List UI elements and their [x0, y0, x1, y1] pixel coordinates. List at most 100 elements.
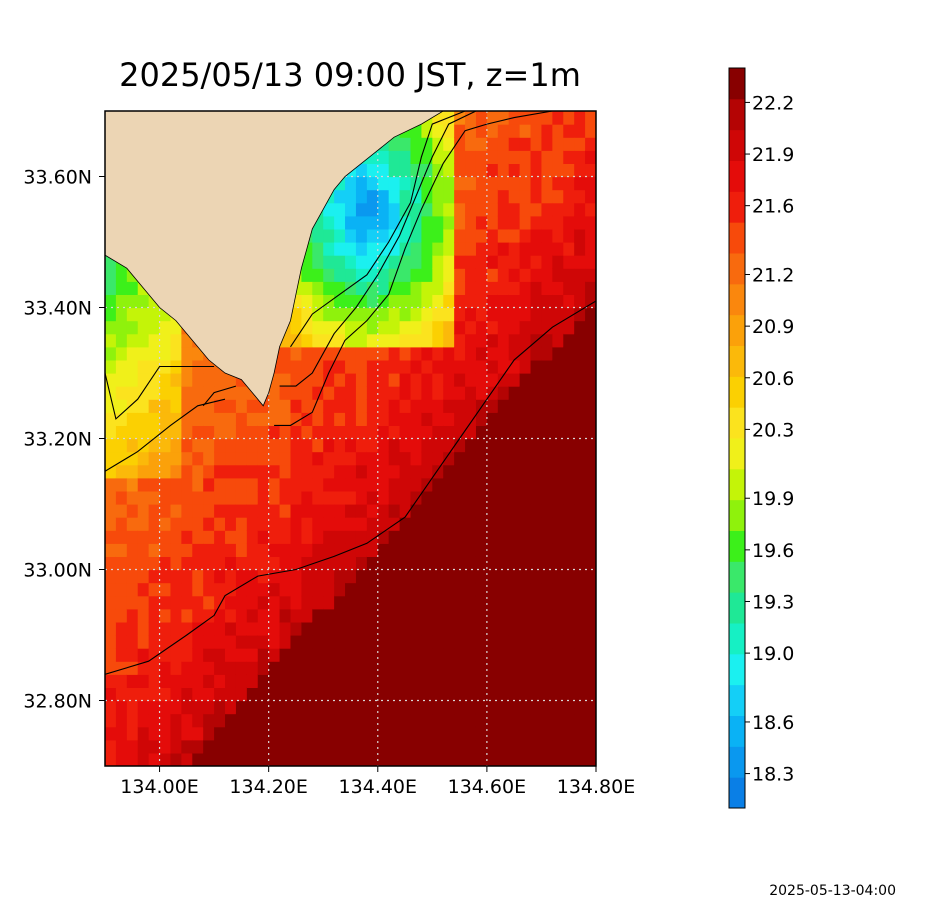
temperature-cell — [268, 490, 281, 505]
temperature-cell — [323, 255, 335, 269]
temperature-cell — [585, 373, 596, 387]
temperature-cell — [552, 451, 564, 466]
temperature-cell — [279, 490, 292, 505]
temperature-cell — [519, 739, 532, 754]
temperature-cell — [334, 268, 346, 282]
temperature-cell — [530, 608, 543, 623]
temperature-cell — [475, 359, 488, 374]
temperature-cell — [257, 425, 270, 440]
temperature-cell — [421, 399, 433, 413]
temperature-cell — [530, 176, 543, 191]
temperature-cell — [170, 661, 182, 675]
temperature-cell — [563, 163, 575, 178]
temperature-cell — [388, 543, 401, 557]
temperature-cell — [399, 255, 412, 269]
temperature-cell — [465, 124, 477, 138]
temperature-cell — [105, 307, 117, 322]
temperature-cell — [366, 215, 379, 230]
temperature-cell — [574, 281, 586, 295]
temperature-cell — [541, 163, 553, 178]
temperature-cell — [137, 425, 150, 440]
temperature-cell — [421, 176, 433, 191]
temperature-cell — [410, 320, 423, 335]
temperature-cell — [497, 255, 510, 269]
temperature-cell — [563, 373, 575, 387]
temperature-cell — [399, 700, 412, 715]
temperature-cell — [148, 635, 161, 649]
temperature-cell — [170, 687, 182, 702]
temperature-cell — [355, 635, 368, 649]
temperature-cell — [235, 582, 248, 597]
temperature-cell — [508, 752, 521, 766]
temperature-cell — [203, 373, 215, 387]
temperature-cell — [246, 504, 259, 518]
temperature-cell — [323, 700, 335, 715]
temperature-cell — [421, 504, 433, 518]
temperature-cell — [399, 674, 412, 688]
temperature-cell — [552, 635, 564, 649]
temperature-cell — [508, 202, 521, 217]
contour-lines — [105, 111, 596, 675]
temperature-cell — [454, 307, 466, 322]
temperature-cell — [399, 648, 412, 662]
temperature-cell — [105, 556, 117, 571]
temperature-cell — [585, 333, 596, 348]
temperature-cell — [181, 674, 193, 688]
temperature-cell — [574, 386, 586, 400]
temperature-cell — [497, 569, 510, 584]
temperature-cell — [519, 726, 532, 741]
temperature-cell — [257, 556, 270, 571]
temperature-cell — [279, 661, 292, 675]
temperature-cell — [355, 333, 368, 348]
temperature-cell — [563, 595, 575, 610]
temperature-cell — [323, 595, 335, 610]
temperature-cell — [563, 752, 575, 766]
temperature-cell — [552, 543, 564, 557]
temperature-cell — [432, 255, 444, 269]
temperature-cell — [366, 373, 379, 387]
temperature-cell — [345, 635, 357, 649]
temperature-cell — [552, 674, 564, 688]
temperature-cell — [192, 556, 204, 571]
temperature-cell — [181, 386, 193, 400]
temperature-cell — [214, 621, 226, 636]
temperature-cell — [214, 635, 226, 649]
temperature-cell — [497, 281, 510, 295]
temperature-cell — [323, 333, 335, 348]
temperature-cell — [399, 530, 412, 544]
temperature-cell — [312, 700, 324, 715]
temperature-cell — [105, 294, 117, 309]
temperature-cell — [181, 373, 193, 387]
temperature-cell — [530, 268, 543, 282]
temperature-cell — [355, 412, 368, 426]
temperature-cell — [235, 621, 248, 636]
temperature-cell — [301, 268, 313, 282]
temperature-cell — [345, 268, 357, 282]
temperature-cell — [465, 661, 477, 675]
temperature-cell — [552, 530, 564, 544]
temperature-cell — [377, 163, 390, 178]
temperature-cell — [497, 530, 510, 544]
temperature-cell — [366, 150, 379, 164]
temperature-cell — [366, 359, 379, 374]
temperature-cell — [301, 320, 313, 335]
temperature-cell — [410, 242, 423, 256]
temperature-cell — [508, 399, 521, 413]
temperature-cell — [345, 242, 357, 256]
temperature-cell — [541, 726, 553, 741]
temperature-cell — [126, 425, 139, 440]
temperature-cell — [126, 333, 139, 348]
temperature-cell — [355, 543, 368, 557]
temperature-cell — [334, 700, 346, 715]
temperature-cell — [170, 543, 182, 557]
temperature-cell — [399, 281, 412, 295]
temperature-cell — [334, 739, 346, 754]
temperature-cell — [115, 399, 128, 413]
temperature-cell — [181, 477, 193, 492]
temperature-cell — [574, 150, 586, 164]
temperature-cell — [159, 517, 172, 531]
temperature-cell — [301, 477, 313, 492]
temperature-cell — [421, 215, 433, 230]
temperature-cell — [257, 412, 270, 426]
temperature-cell — [454, 215, 466, 230]
